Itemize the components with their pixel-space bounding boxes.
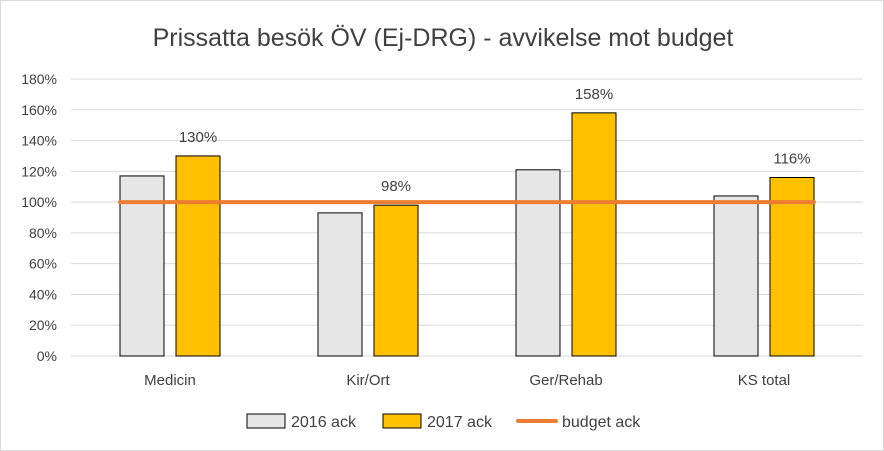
y-tick-label: 20%	[29, 317, 57, 333]
data-label: 158%	[575, 86, 613, 103]
legend-swatch	[382, 413, 422, 429]
data-label: 130%	[179, 129, 217, 146]
legend-label: 2016 ack	[291, 414, 357, 431]
y-tick-label: 120%	[21, 163, 57, 179]
y-tick-label: 160%	[21, 102, 57, 118]
y-tick-label: 100%	[21, 194, 57, 210]
legend-label: 2017 ack	[427, 414, 493, 431]
y-axis: 0% 20% 40% 60% 80% 100% 120% 140% 160% 180%	[21, 71, 57, 364]
bar	[175, 155, 221, 357]
bar	[119, 175, 165, 357]
data-label: 98%	[381, 178, 411, 195]
y-tick-label: 140%	[21, 133, 57, 149]
x-tick-label: Kir/Ort	[346, 372, 390, 389]
bar	[317, 212, 363, 357]
y-tick-label: 60%	[29, 256, 57, 272]
bar	[571, 112, 617, 357]
bar	[769, 176, 815, 357]
x-tick-label: Medicin	[144, 372, 196, 389]
legend-label: budget ack	[562, 414, 641, 431]
bar	[373, 204, 419, 357]
data-label: 116%	[773, 150, 810, 167]
labels-layer: Medicin 130% Kir/Ort 98% Ger/Rehab 158% KS tot…	[144, 86, 810, 389]
bar	[713, 195, 759, 357]
y-tick-label: 40%	[29, 286, 57, 302]
bars-layer	[119, 112, 815, 357]
x-tick-label: Ger/Rehab	[529, 372, 602, 389]
y-tick-label: 80%	[29, 225, 57, 241]
legend-swatch	[246, 413, 286, 429]
x-tick-label: KS total	[738, 372, 791, 389]
legend: 2016 ack 2017 ack budget ack	[246, 413, 641, 431]
bar	[515, 169, 561, 357]
chart-title: Prissatta besök ÖV (Ej-DRG) - avvikelse …	[153, 24, 734, 52]
y-tick-label: 0%	[37, 348, 57, 364]
y-tick-label: 180%	[21, 71, 57, 87]
